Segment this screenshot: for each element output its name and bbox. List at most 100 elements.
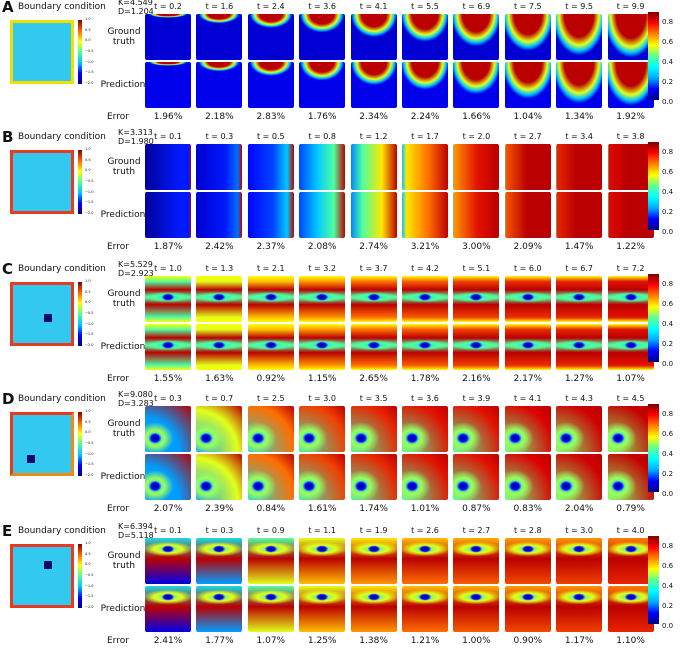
colorbar-tick-label: 0.4 [662,582,674,590]
error-value: 1.87% [153,242,183,252]
error-value: 1.07% [616,374,645,384]
time-label: t = 0.5 [256,132,285,141]
prediction-field [145,324,191,370]
time-label: t = 1.3 [205,264,234,273]
error-value: 1.47% [564,242,594,252]
k-value: K=3.313 [118,128,153,137]
colorbar-tick-label: 0.4 [662,188,674,196]
time-label: t = 3.6 [411,394,439,403]
bc-tick-label: −1.5 [85,462,94,467]
time-label: t = 4.3 [565,394,594,403]
bc-tick-label: 0.5 [85,551,91,556]
prediction-field [350,192,397,238]
error-value: 2.17% [513,374,543,384]
ground-truth-field [350,276,397,322]
error-value: 2.42% [205,242,234,252]
ground-truth-field [196,144,243,190]
parameters-text: K=4.549 D=1.204 [118,0,154,16]
error-value: 2.08% [307,242,337,252]
prediction-field [607,324,654,370]
obstacle-square [27,455,35,463]
ground-truth-field [504,144,551,190]
time-label: t = 2.0 [462,132,491,141]
colorbar [648,12,659,100]
ground-truth-field [145,538,191,584]
colorbar [648,404,659,492]
boundary-colorbar [78,150,82,214]
time-label: t = 3.2 [308,264,337,273]
panel-d: D Boundary condition K=9.080 D=3.283 1.0 0.5 0… [0,390,685,522]
prediction-field [453,192,500,238]
colorbar-tick-label: 0.4 [662,320,674,328]
colorbar-tick-label: 0.6 [662,562,674,570]
bc-tick-label: 1.0 [85,541,91,545]
bc-tick-label: −0.5 [85,441,94,445]
error-value: 1.96% [153,112,183,122]
prediction-field [350,324,397,370]
error-value: 0.83% [513,504,543,514]
error-value: 2.04% [564,504,594,514]
time-label: t = 0.3 [154,394,182,403]
prediction-field [350,454,397,500]
ground-truth-field [247,538,294,584]
error-label: Error [107,242,129,252]
k-value: K=6.394 [118,522,153,531]
boundary-condition-title: Boundary condition [18,526,106,536]
prediction-label: Prediction [100,472,146,482]
time-label: t = 1.1 [308,526,337,535]
boundary-condition-title: Boundary condition [18,132,106,142]
parameters-text: K=6.394 D=5.118 [118,522,154,540]
error-value: 1.25% [307,636,337,646]
prediction-field [299,324,346,370]
error-value: 2.41% [153,636,183,646]
prediction-field [453,62,500,108]
time-label: t = 4.1 [359,2,388,11]
time-label: t = 2.5 [256,394,285,403]
error-value: 2.18% [205,112,234,122]
time-label: t = 6.7 [565,264,594,273]
bc-tick-label: −0.5 [85,311,94,315]
prediction-label: Prediction [100,80,146,90]
d-value: D=2.923 [118,269,154,278]
ground-truth-field [350,406,397,452]
ground-truth-field [402,14,448,60]
colorbar-tick-label: 0.6 [662,300,674,308]
bc-tick-label: −0.5 [85,49,94,53]
time-label: t = 4.5 [616,394,645,403]
ground-truth-field [402,406,448,452]
bc-tick-label: −0.5 [85,573,94,577]
prediction-field [247,454,294,500]
colorbar-tick-label: 0.8 [662,280,674,288]
ground-truth-field [299,144,346,190]
ground-truth-field [196,538,243,584]
bc-tick-label: −0.5 [85,179,94,183]
ground-truth-field [350,538,397,584]
prediction-field [402,454,448,500]
boundary-colorbar [78,282,82,346]
error-value: 0.79% [616,504,645,514]
bc-tick-label: 0.0 [85,38,91,43]
colorbar-tick-label: 0.0 [662,98,674,106]
prediction-field [145,62,191,108]
error-value: 1.77% [205,636,234,646]
bc-tick-label: −1.0 [85,583,94,588]
error-value: 1.04% [513,112,543,122]
error-value: 1.63% [205,374,234,384]
bc-tick-label: 1.0 [85,279,91,283]
bc-tick-label: −1.0 [85,59,94,64]
time-label: t = 2.8 [513,526,542,535]
time-label: t = 2.1 [256,264,285,273]
ground-truth-field [607,14,654,60]
error-value: 1.78% [410,374,440,384]
ground-truth-field [247,14,294,60]
colorbar-tick-label: 0.2 [662,208,674,216]
error-value: 2.74% [359,242,388,252]
error-value: 1.76% [307,112,337,122]
prediction-field [607,192,654,238]
bc-tick-label: 0.0 [85,300,91,305]
error-value: 2.39% [205,504,234,514]
error-value: 1.34% [564,112,594,122]
bc-tick-label: −2.0 [85,343,94,347]
error-value: 2.83% [256,112,286,122]
bc-tick-label: −1.5 [85,70,94,75]
